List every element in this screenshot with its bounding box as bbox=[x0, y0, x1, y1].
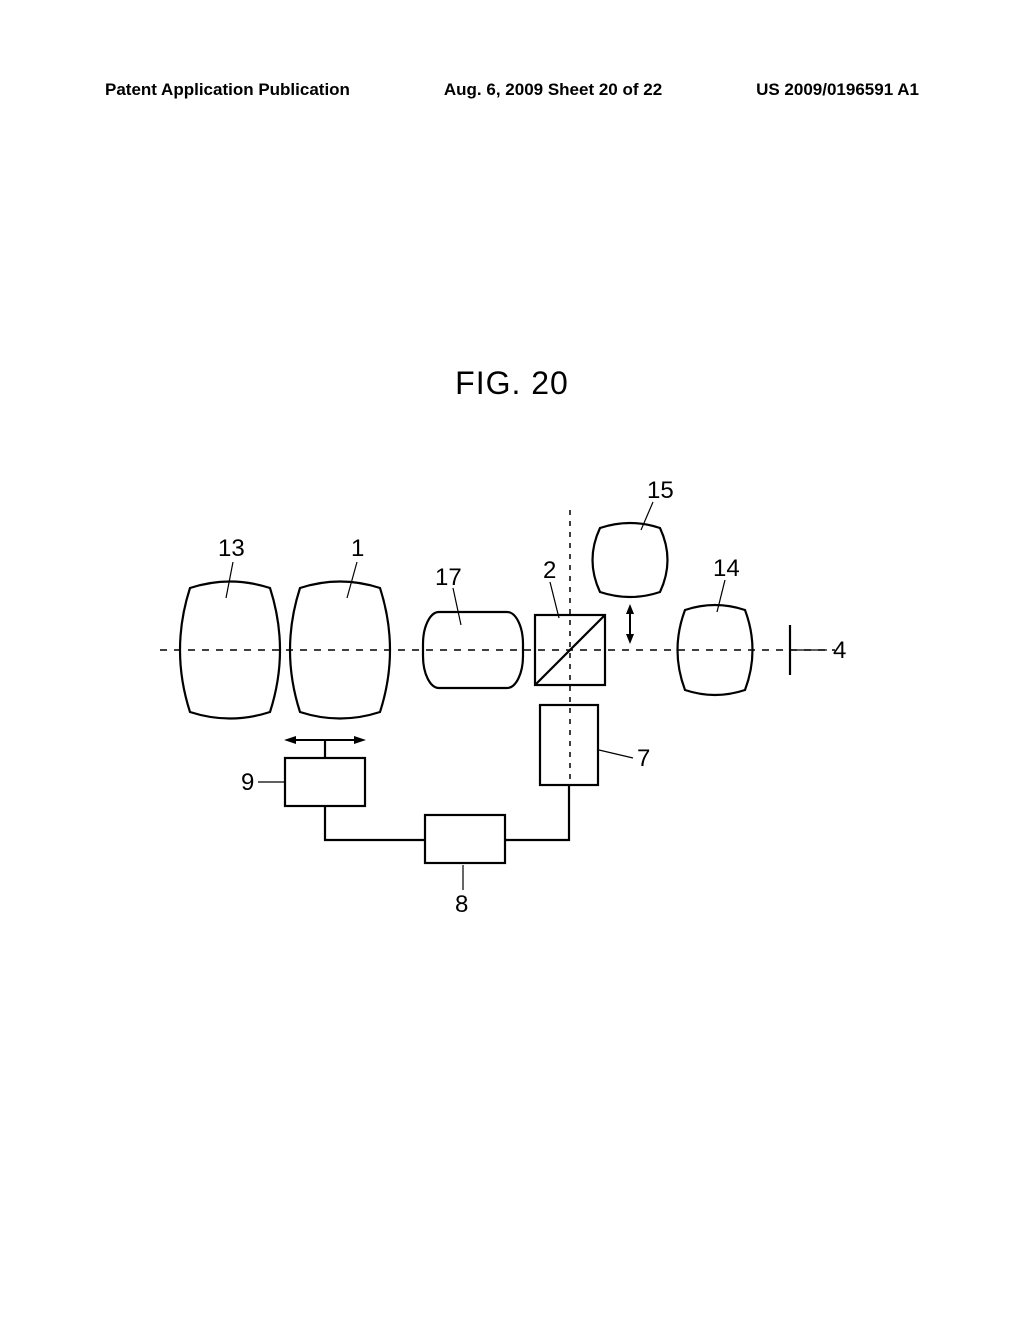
label-13: 13 bbox=[218, 535, 245, 562]
label-1: 1 bbox=[351, 535, 364, 562]
page-header: Patent Application Publication Aug. 6, 2… bbox=[0, 80, 1024, 100]
header-pubnum: US 2009/0196591 A1 bbox=[756, 80, 919, 100]
leader-17 bbox=[453, 588, 461, 625]
leader-14 bbox=[717, 580, 725, 612]
label-4: 4 bbox=[833, 637, 846, 664]
connector-8-9 bbox=[325, 806, 425, 840]
label-7: 7 bbox=[637, 745, 650, 772]
label-17: 17 bbox=[435, 564, 462, 591]
header-date-sheet: Aug. 6, 2009 Sheet 20 of 22 bbox=[444, 80, 662, 100]
leader-7 bbox=[599, 750, 633, 758]
leader-1 bbox=[347, 562, 357, 598]
label-2: 2 bbox=[543, 557, 556, 584]
lens-14 bbox=[678, 605, 753, 695]
optical-diagram: 13 1 17 2 15 14 4 7 8 9 bbox=[155, 480, 855, 930]
label-8: 8 bbox=[455, 891, 468, 918]
label-14: 14 bbox=[713, 555, 740, 582]
block-7 bbox=[540, 705, 598, 785]
leader-2 bbox=[550, 582, 559, 618]
block-9 bbox=[285, 758, 365, 806]
block-8 bbox=[425, 815, 505, 863]
lens-15 bbox=[593, 523, 668, 597]
figure-title: FIG. 20 bbox=[0, 365, 1024, 402]
leader-13 bbox=[226, 562, 233, 598]
connector-7-8 bbox=[505, 785, 569, 840]
label-15: 15 bbox=[647, 480, 674, 504]
label-9: 9 bbox=[241, 769, 254, 796]
header-publication: Patent Application Publication bbox=[105, 80, 350, 100]
diagram-svg: 13 1 17 2 15 14 4 7 8 9 bbox=[155, 480, 855, 930]
